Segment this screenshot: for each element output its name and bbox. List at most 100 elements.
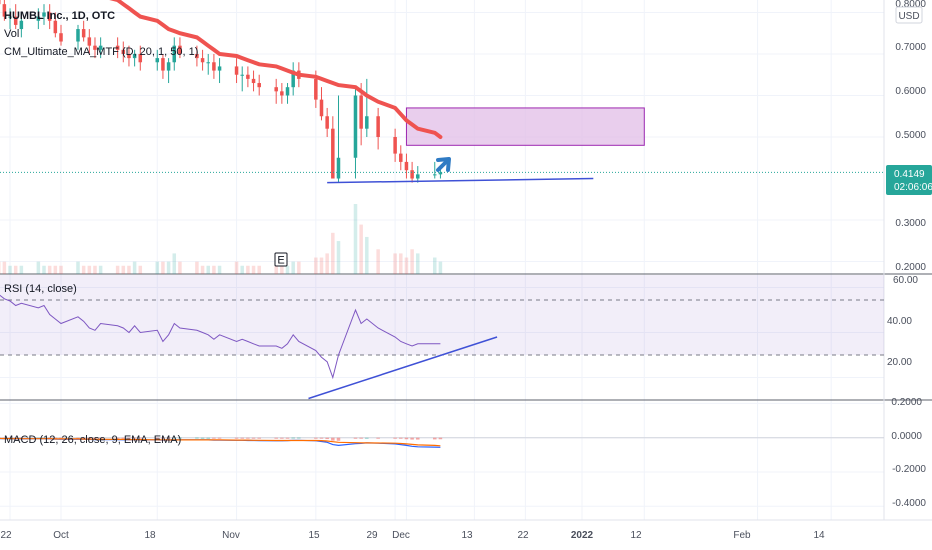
macd-histogram-bar bbox=[246, 437, 250, 439]
macd-histogram-bar bbox=[376, 437, 380, 439]
macd-axis[interactable]: 0.2000 0.0000 -0.2000 -0.4000 bbox=[891, 397, 926, 509]
volume-bar bbox=[81, 265, 86, 274]
candle-body bbox=[314, 78, 318, 100]
macd-histogram-bar bbox=[172, 437, 177, 439]
volume-bars bbox=[0, 204, 443, 274]
macd-histogram-bar bbox=[132, 437, 137, 439]
candle-body bbox=[19, 20, 24, 30]
macd-histogram-bar bbox=[314, 437, 318, 439]
currency-badge[interactable]: USD bbox=[895, 6, 923, 24]
macd-histogram-bar bbox=[280, 437, 284, 439]
time-tick-nov: Nov bbox=[222, 530, 240, 541]
candle-body bbox=[200, 58, 205, 63]
volume-bar bbox=[47, 265, 52, 274]
rsi-tick-60: 60.00 bbox=[893, 275, 918, 286]
rsi-axis[interactable]: 60.00 40.00 20.00 bbox=[887, 275, 918, 368]
candle-body bbox=[353, 95, 358, 158]
candle-body bbox=[47, 12, 52, 21]
macd-histogram-bar bbox=[291, 437, 295, 439]
candle-body bbox=[325, 116, 329, 129]
macd-histogram-bar bbox=[251, 437, 256, 439]
price-tick-0.6000: 0.6000 bbox=[895, 86, 926, 97]
rsi-trendline[interactable] bbox=[308, 336, 498, 400]
volume-bar bbox=[325, 253, 329, 274]
macd-histogram-bar bbox=[240, 437, 244, 439]
time-tick-29-nov: 29 bbox=[366, 530, 378, 541]
time-axis[interactable]: 22 Oct 18 Nov 15 29 Dec 13 22 2022 12 Fe… bbox=[0, 530, 825, 541]
rsi-line bbox=[0, 294, 441, 380]
candle-body bbox=[404, 161, 409, 171]
target-zone-rectangle[interactable] bbox=[405, 107, 645, 146]
last-price-value: 0.4149 bbox=[894, 169, 925, 180]
macd-histogram-bar bbox=[93, 437, 97, 439]
candle-body bbox=[319, 99, 324, 117]
macd-histogram-bar bbox=[53, 437, 58, 439]
candle-body bbox=[42, 12, 46, 17]
candle-body bbox=[76, 29, 80, 42]
volume-bar bbox=[416, 253, 420, 274]
volume-bar bbox=[138, 265, 143, 274]
volume-bar bbox=[251, 265, 256, 274]
last-price-badge: 0.4149 02:06:06 bbox=[886, 165, 932, 195]
price-axis[interactable]: 0.8000 0.7000 0.6000 0.5000 0.3000 0.200… bbox=[895, 0, 926, 273]
macd-histogram-bar bbox=[195, 437, 199, 439]
volume-bar bbox=[297, 261, 301, 274]
time-tick-14-feb: 14 bbox=[813, 530, 825, 541]
rsi-tick-20: 20.00 bbox=[887, 357, 912, 368]
macd-tick-0.0000: 0.0000 bbox=[891, 431, 922, 442]
candle-body bbox=[331, 128, 335, 179]
time-tick-oct: Oct bbox=[53, 530, 69, 541]
volume-bar bbox=[319, 257, 324, 274]
macd-tick-0.2000: 0.2000 bbox=[891, 397, 922, 408]
volume-bar bbox=[19, 265, 24, 274]
macd-histogram-bar bbox=[336, 437, 341, 441]
macd-label: MACD (12, 26, close, 9, EMA, EMA) bbox=[4, 434, 181, 446]
price-tick-0.2000: 0.2000 bbox=[895, 262, 926, 273]
currency-label: USD bbox=[898, 11, 919, 22]
candle-body bbox=[127, 53, 131, 59]
time-tick-22-sep: 22 bbox=[0, 530, 12, 541]
macd-histogram-bar bbox=[115, 437, 120, 439]
macd-histogram-bar bbox=[212, 437, 216, 439]
volume-bar bbox=[206, 265, 210, 274]
macd-histogram-bar bbox=[155, 437, 160, 439]
macd-histogram-bar bbox=[81, 437, 86, 439]
support-trendline[interactable] bbox=[327, 177, 594, 184]
candle-body bbox=[36, 16, 41, 21]
candle-body bbox=[155, 58, 160, 63]
candle-body bbox=[132, 53, 137, 59]
volume-bar bbox=[280, 261, 284, 274]
time-tick-15-nov: 15 bbox=[308, 530, 320, 541]
earnings-marker[interactable]: E bbox=[274, 252, 288, 267]
volume-bar bbox=[365, 236, 369, 274]
macd-histogram-bar bbox=[325, 437, 329, 440]
macd-histogram-bar bbox=[98, 437, 103, 439]
candle-body bbox=[246, 74, 250, 79]
macd-tick-minus-0.2000: -0.2000 bbox=[892, 464, 926, 475]
price-tick-0.8000: 0.8000 bbox=[895, 0, 926, 10]
candle-body bbox=[251, 78, 256, 84]
candle-body bbox=[416, 174, 420, 179]
volume-bar bbox=[257, 265, 261, 274]
earnings-marker-label: E bbox=[277, 255, 284, 267]
macd-histogram-bar bbox=[166, 437, 171, 439]
candle-body bbox=[93, 45, 97, 50]
volume-bar bbox=[314, 257, 318, 274]
candle-body bbox=[280, 91, 284, 96]
macd-histogram-bar bbox=[178, 437, 182, 439]
macd-histogram-bar bbox=[438, 437, 443, 440]
candle-body bbox=[365, 116, 369, 129]
volume-bar bbox=[212, 265, 216, 274]
volume-bar bbox=[98, 265, 103, 274]
grid bbox=[0, 0, 884, 520]
volume-bar bbox=[404, 257, 409, 274]
time-tick-18-oct: 18 bbox=[144, 530, 156, 541]
candle-body bbox=[393, 137, 397, 154]
up-arrow-icon[interactable] bbox=[436, 157, 451, 172]
macd-signal-line bbox=[0, 437, 441, 447]
macd-histogram-bar bbox=[234, 437, 239, 439]
candle-body bbox=[410, 170, 414, 179]
candle-body bbox=[234, 66, 239, 75]
